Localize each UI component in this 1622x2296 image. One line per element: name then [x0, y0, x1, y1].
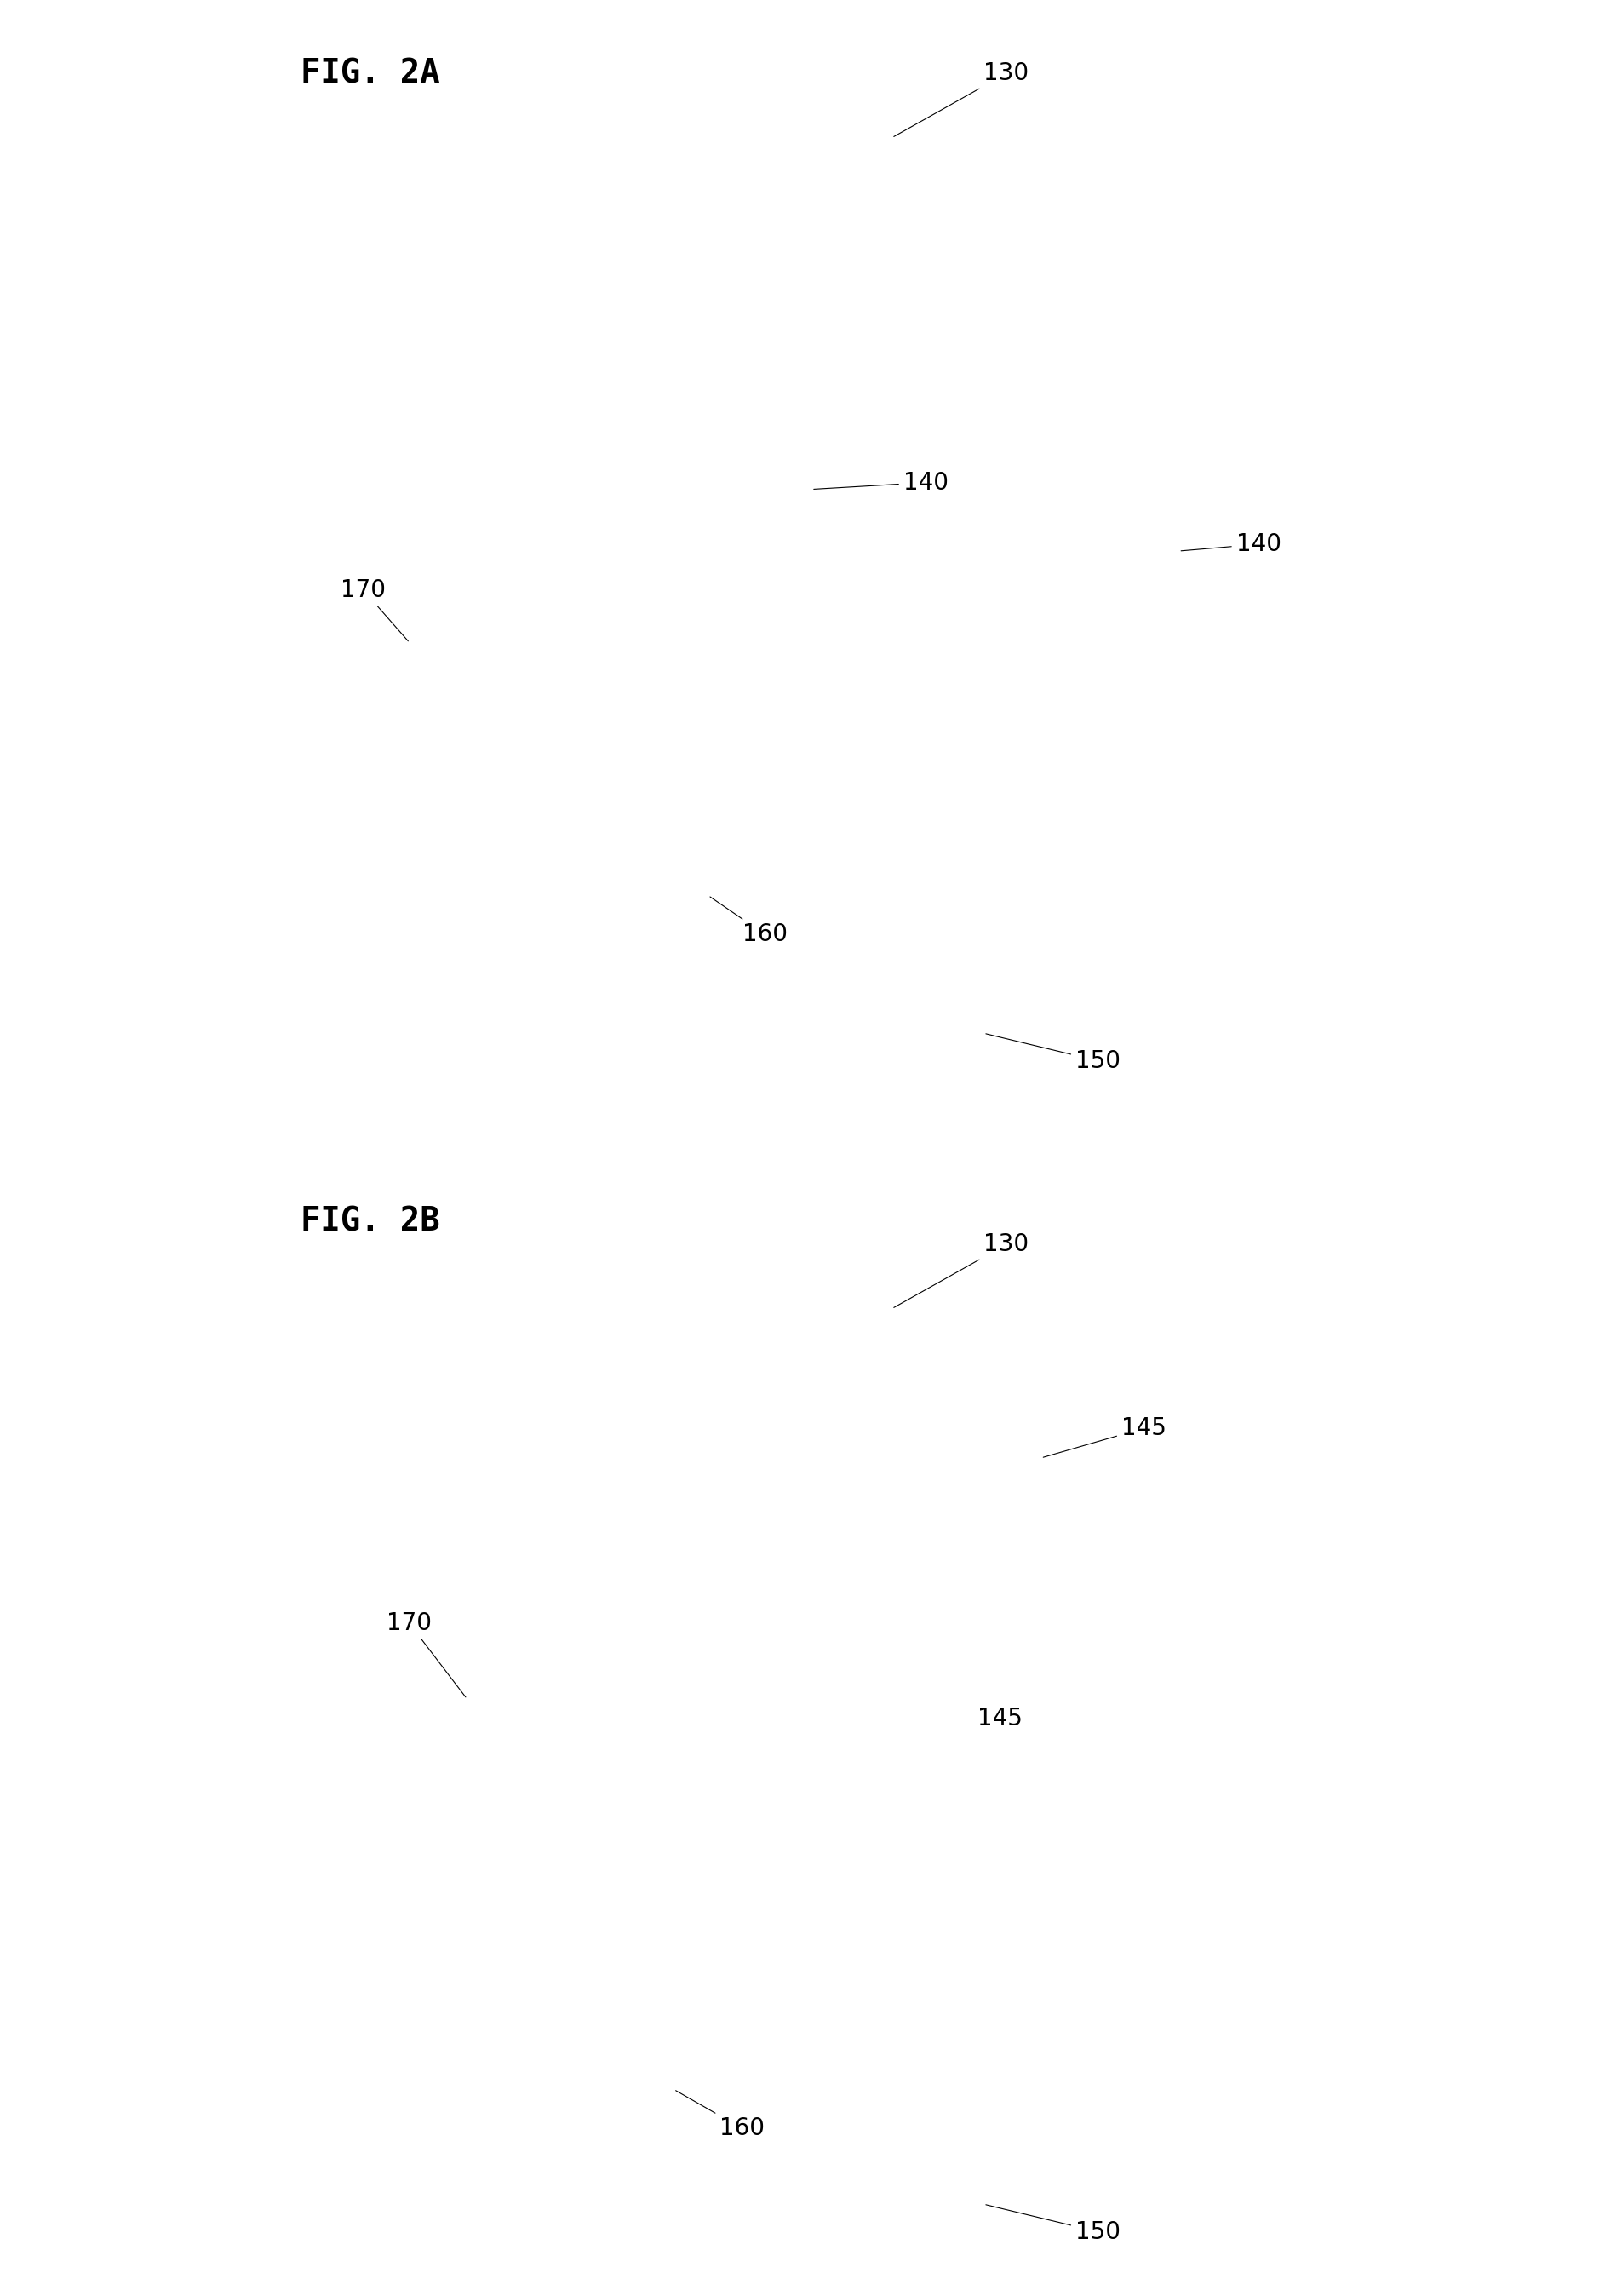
Circle shape — [0, 0, 1622, 1839]
Text: FIG. 2A: FIG. 2A — [300, 57, 440, 90]
Polygon shape — [811, 563, 1466, 859]
Polygon shape — [811, 450, 1335, 712]
Circle shape — [0, 259, 1622, 2296]
Text: 140: 140 — [813, 471, 947, 494]
Polygon shape — [0, 1874, 1622, 2011]
Text: 130: 130 — [894, 62, 1028, 135]
Circle shape — [607, 1965, 621, 1979]
Polygon shape — [811, 631, 1335, 893]
Circle shape — [0, 0, 1622, 1612]
Circle shape — [0, 158, 1622, 2296]
Circle shape — [0, 0, 1622, 1511]
Circle shape — [433, 1906, 446, 1919]
Polygon shape — [811, 1779, 1335, 2041]
Polygon shape — [287, 528, 1335, 893]
Circle shape — [868, 1910, 886, 1929]
Polygon shape — [287, 1676, 1335, 2041]
Text: 170: 170 — [341, 579, 409, 641]
Text: 145: 145 — [976, 1706, 1022, 1731]
Polygon shape — [0, 636, 1622, 760]
Polygon shape — [0, 1837, 1622, 2041]
Polygon shape — [811, 1483, 1466, 1779]
Circle shape — [736, 1867, 754, 1885]
Polygon shape — [811, 1598, 1335, 1860]
Polygon shape — [0, 726, 1622, 863]
Polygon shape — [0, 689, 1622, 893]
Text: FIG. 2A: FIG. 2A — [284, 80, 431, 117]
Polygon shape — [811, 335, 1466, 631]
Text: 160: 160 — [675, 2092, 764, 2140]
Text: 150: 150 — [986, 1033, 1119, 1072]
Circle shape — [0, 0, 1622, 1809]
Polygon shape — [0, 1784, 1622, 1908]
Polygon shape — [0, 765, 1622, 923]
Text: 130: 130 — [894, 1233, 1028, 1306]
Text: 160: 160 — [710, 898, 787, 946]
Text: 150: 150 — [986, 2204, 1119, 2243]
Polygon shape — [156, 404, 1466, 859]
Text: 145: 145 — [1043, 1417, 1166, 1458]
Text: 170: 170 — [386, 1612, 466, 1697]
Circle shape — [801, 1887, 821, 1906]
Polygon shape — [156, 1552, 1466, 2007]
Text: FIG. 2B: FIG. 2B — [300, 1205, 440, 1238]
Polygon shape — [811, 1711, 1466, 2007]
Circle shape — [521, 1936, 534, 1949]
Text: 140: 140 — [1181, 533, 1280, 556]
Polygon shape — [0, 1913, 1622, 2071]
